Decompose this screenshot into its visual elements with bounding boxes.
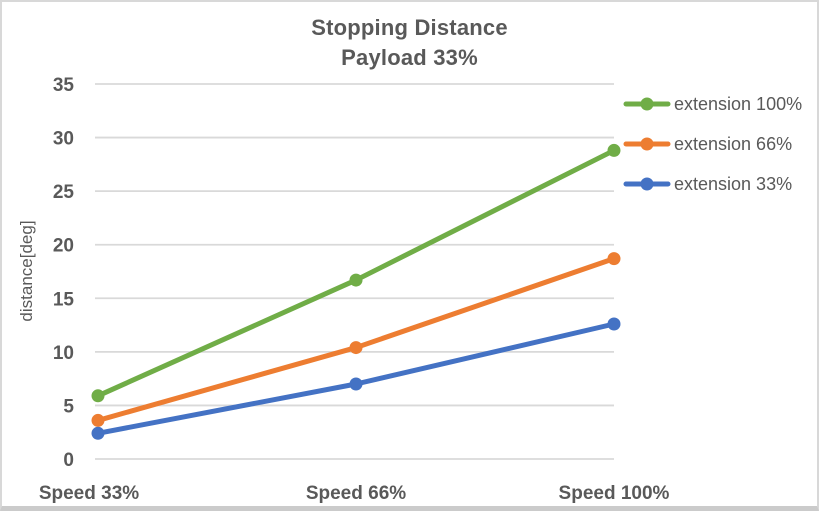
data-point-extension-33%-1: [349, 377, 363, 391]
data-point-extension-100%-2: [607, 143, 621, 157]
legend-marker-icon: [623, 177, 671, 191]
y-tick-label-15: 15: [53, 289, 75, 310]
legend-item-extension-33%: extension 33%: [623, 164, 802, 204]
legend-label: extension 100%: [674, 93, 803, 114]
data-point-extension-66%-0: [91, 413, 105, 427]
series-line-extension-100%: [95, 147, 617, 399]
data-point-extension-100%-1: [349, 273, 363, 287]
series-group: [91, 143, 621, 440]
y-tick-label-35: 35: [53, 75, 75, 96]
legend-label: extension 66%: [674, 133, 793, 154]
data-point-extension-66%-1: [349, 341, 363, 355]
y-tick-label-25: 25: [53, 182, 75, 203]
chart-title: Stopping Distance: [311, 15, 508, 40]
legend-label: extension 33%: [674, 173, 793, 194]
data-point-extension-33%-2: [607, 317, 621, 331]
chart-subtitle: Payload 33%: [341, 45, 478, 70]
chart-title-block: Stopping Distance Payload 33%: [2, 13, 817, 73]
legend-item-extension-66%: extension 66%: [623, 124, 802, 164]
x-category-label-1: Speed 66%: [306, 483, 406, 504]
y-tick-label-0: 0: [63, 450, 74, 471]
x-category-labels-group: Speed 33% Speed 66% Speed 100%: [39, 483, 670, 504]
y-tick-label-20: 20: [53, 236, 74, 257]
legend-marker-icon: [623, 137, 671, 151]
gridlines-group: [95, 83, 614, 460]
legend: extension 100% extension 66% extension 33%: [623, 84, 802, 204]
data-point-extension-33%-0: [91, 426, 105, 440]
data-point-extension-66%-2: [607, 252, 621, 266]
x-category-label-0: Speed 33%: [39, 483, 139, 504]
y-tick-label-30: 30: [53, 129, 74, 150]
y-tick-label-5: 5: [63, 396, 74, 417]
legend-item-extension-100%: extension 100%: [623, 84, 802, 124]
y-tick-labels-group: 0 5 10 15 20 25 30 35: [53, 75, 75, 471]
y-tick-label-10: 10: [53, 343, 74, 364]
legend-marker-icon: [623, 97, 671, 111]
data-point-extension-100%-0: [91, 389, 105, 403]
x-category-label-2: Speed 100%: [559, 483, 670, 504]
